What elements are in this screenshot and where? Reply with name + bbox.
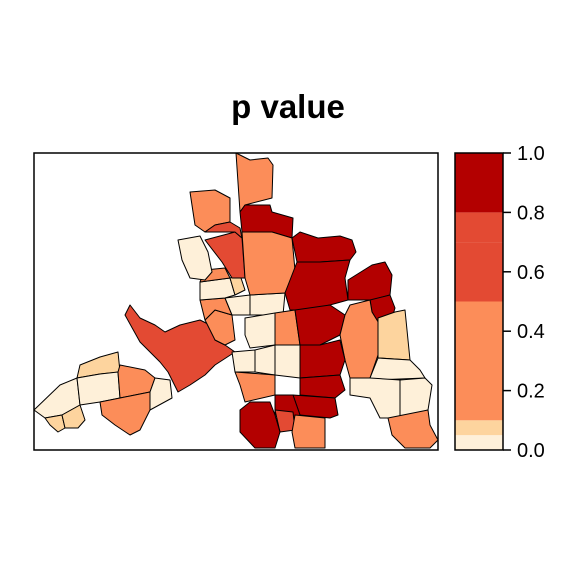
legend-tick-label: 0.6: [517, 262, 545, 284]
region: [255, 345, 275, 375]
region: [292, 415, 325, 448]
legend-tick-label: 1.0: [517, 143, 545, 165]
legend-tick-label: 0.8: [517, 202, 545, 224]
region: [250, 293, 285, 315]
legend-swatch: [455, 420, 503, 435]
region: [242, 232, 295, 295]
legend-swatch: [455, 153, 503, 212]
legend-swatch: [455, 212, 503, 242]
region: [285, 260, 350, 310]
region: [300, 375, 345, 398]
region: [300, 340, 345, 378]
legend-swatch: [455, 435, 503, 450]
region: [232, 350, 255, 372]
region: [275, 345, 300, 378]
region: [245, 313, 275, 348]
region: [378, 310, 410, 360]
legend-swatch: [455, 302, 503, 421]
legend-ticks: 0.0 0.2 0.4 0.6 0.8 1.0: [503, 143, 545, 462]
legend-tick-label: 0.0: [517, 440, 545, 462]
legend-tick-label: 0.2: [517, 381, 545, 403]
legend: 0.0 0.2 0.4 0.6 0.8 1.0: [455, 143, 545, 462]
legend-tick-label: 0.4: [517, 321, 545, 343]
legend-swatch: [455, 242, 503, 301]
legend-color-bar: [455, 153, 503, 450]
